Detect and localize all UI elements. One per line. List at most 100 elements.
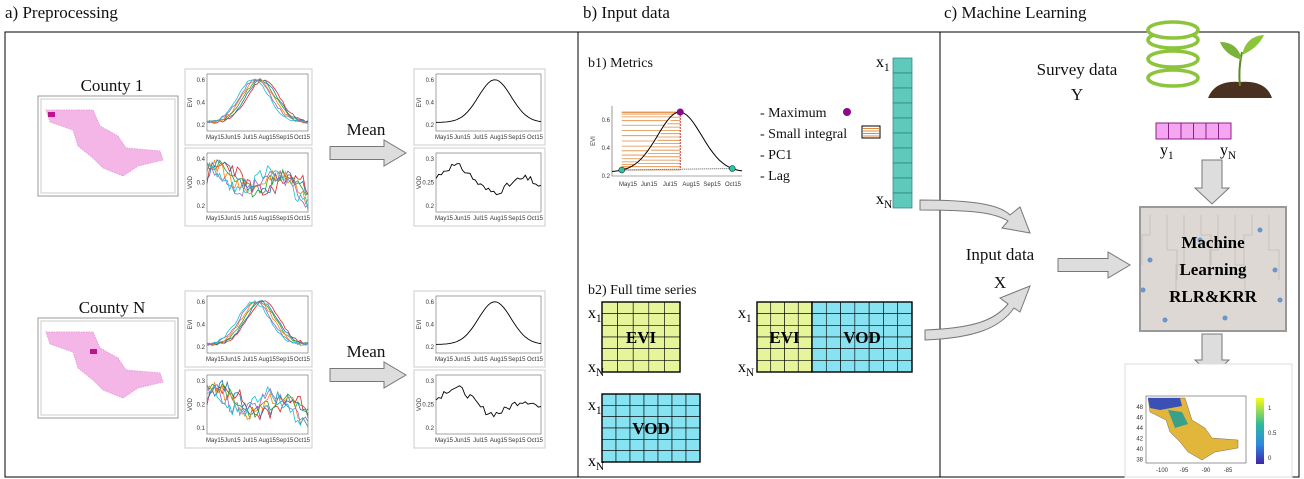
grid-cell [797, 313, 813, 326]
vector-subscript: N [1228, 150, 1236, 162]
y-tick-label: 0.2 [426, 204, 435, 210]
curve [206, 79, 308, 124]
grid-cell [648, 313, 665, 326]
curve [206, 162, 309, 211]
y-tick-label: 0.25 [422, 181, 434, 187]
vector-cell [892, 192, 913, 209]
block-label: VOD [632, 419, 669, 438]
grid-cell [811, 325, 827, 338]
grid-cell [797, 301, 813, 314]
model-label: Learning [1179, 260, 1247, 279]
grid-cell [840, 360, 856, 373]
axis-label: EVI [417, 97, 423, 107]
plot-axes [435, 295, 542, 354]
x-tick-label: Aug15 [259, 438, 277, 444]
vector-base: x [588, 397, 596, 414]
metric: - Maximum [760, 106, 827, 121]
x-tick-label: Sep15 [276, 357, 294, 363]
grid-cell [784, 313, 799, 326]
y-tick-label: 0.6 [197, 78, 206, 84]
x-tick-label: Jun15 [454, 438, 471, 444]
grid-cell [770, 301, 785, 314]
vector-label: xN [876, 191, 892, 211]
vector-base: x [588, 359, 596, 376]
section-title: c) Machine Learning [944, 3, 1087, 22]
grid-cell [615, 393, 631, 406]
grid-cell [601, 301, 618, 314]
vector-label: x1 [588, 305, 602, 325]
vector-base: y [1220, 142, 1228, 159]
grid-cell [671, 427, 687, 440]
selected-county [90, 349, 97, 354]
grid-cell [601, 325, 618, 338]
vector-base: x [876, 191, 884, 208]
grid-cell [629, 439, 645, 451]
grid-cell [784, 301, 799, 314]
axis-label: VOD [188, 397, 194, 411]
stem [1238, 51, 1243, 87]
section-title: a) Preprocessing [5, 3, 118, 22]
x-tick-label: Jun15 [641, 182, 658, 188]
axes [611, 106, 742, 177]
end-marker [729, 165, 736, 172]
subtitle: b1) Metrics [588, 56, 653, 71]
metric: - Small integral [760, 127, 847, 142]
y-tick-label: 0.3 [197, 181, 206, 187]
y-tick-label: 0.6 [426, 78, 435, 84]
x-tick-label: Sep15 [703, 182, 721, 188]
x-tick-label: Jun15 [224, 357, 241, 363]
vector-label: xN [588, 453, 604, 473]
vector-subscript: 1 [1168, 150, 1174, 162]
grid-cell [825, 348, 841, 361]
grid-cell [601, 405, 617, 417]
curve [435, 163, 542, 196]
vector-cell [892, 117, 913, 134]
plot-axes [435, 152, 542, 213]
grid-cell [643, 450, 659, 463]
grid-cell [615, 427, 631, 440]
block-border [601, 301, 681, 373]
grid-cell [784, 360, 799, 373]
grid-cell [825, 360, 841, 373]
vector-subscript: N [884, 199, 892, 211]
model-label: RLR&KRR [1169, 287, 1258, 306]
x-tick-label: Jun15 [454, 135, 471, 141]
grid-cell [617, 301, 634, 314]
x-tick-label: Aug15 [259, 357, 277, 363]
grid-cell [784, 348, 799, 361]
x-tick-label: Oct15 [527, 357, 544, 363]
axis-label: EVI [417, 319, 423, 329]
grid-cell [664, 325, 681, 338]
colorbar-tick: 1 [1268, 406, 1272, 412]
x-tick-label: Sep15 [508, 357, 526, 363]
database-top [1146, 20, 1200, 40]
grid-cell [685, 427, 701, 440]
arrow [329, 139, 407, 167]
curve [435, 301, 542, 345]
x-tick-label: Oct15 [527, 216, 544, 222]
grid-cell [897, 336, 913, 349]
circuit [1234, 215, 1246, 295]
plot-axes [435, 73, 542, 132]
x-tick-label: Aug15 [259, 216, 277, 222]
grid-cell [657, 439, 673, 451]
x-tick-label: May15 [619, 182, 638, 188]
plot-axes [435, 374, 542, 435]
grid-cell [601, 360, 618, 373]
lon-tick: -85 [1224, 468, 1233, 474]
grid-cell [897, 360, 913, 373]
grid-cell [615, 405, 631, 417]
node [1147, 257, 1153, 263]
x-tick-label: Jun15 [224, 216, 241, 222]
grid-cell [657, 405, 673, 417]
y-cell [1193, 122, 1207, 140]
vector-base: y [1160, 142, 1168, 159]
leaf [1242, 35, 1264, 55]
x-tick-label: Sep15 [508, 135, 526, 141]
grid-cell [868, 360, 884, 373]
grid-cell [883, 313, 899, 326]
x-tick-label: Oct15 [294, 135, 311, 141]
grid-cell [657, 450, 673, 463]
curve [206, 385, 309, 427]
survey-label: Survey data [1037, 60, 1118, 79]
